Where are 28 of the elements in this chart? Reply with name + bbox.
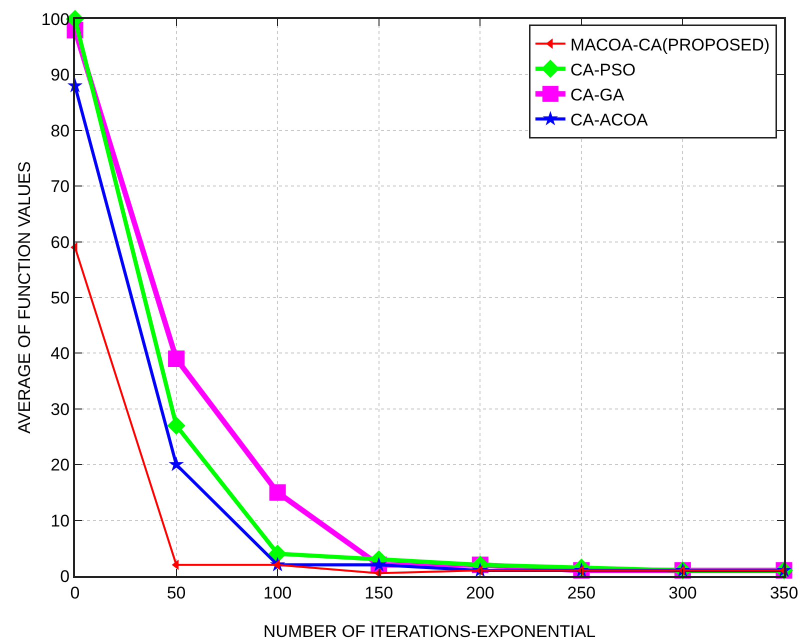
x-tick-label: 150 — [364, 583, 394, 602]
x-tick-label: 100 — [263, 583, 292, 602]
y-tick-label: 70 — [50, 177, 70, 196]
legend-label: CA-GA — [570, 85, 625, 104]
legend-label: CA-PSO — [570, 60, 636, 80]
y-tick-label: 90 — [50, 66, 70, 85]
legend-label: CA-ACOA — [570, 110, 649, 130]
y-tick-label: 60 — [50, 232, 70, 252]
x-tick-label: 50 — [166, 583, 186, 602]
y-tick-label: 80 — [50, 121, 70, 140]
y-tick-label: 30 — [50, 400, 70, 419]
point — [167, 416, 186, 435]
x-tick-label: 250 — [567, 583, 596, 602]
y-tick-label: 50 — [50, 288, 70, 308]
y-tick-label: 40 — [50, 344, 70, 364]
point — [168, 350, 185, 368]
point — [268, 544, 287, 563]
x-tick-label: 300 — [668, 583, 697, 602]
y-tick-label: 0 — [60, 566, 70, 586]
y-axis-title: AVERAGE OF FUNCTION VALUES — [15, 161, 34, 434]
legend-label: MACOA-CA(PROPOSED) — [570, 35, 770, 54]
point — [269, 484, 286, 501]
x-axis-title: NUMBER OF ITERATIONS-EXPONENTIAL — [263, 622, 596, 641]
y-tick-label: 20 — [50, 456, 70, 475]
point — [168, 456, 184, 472]
x-tick-label: 350 — [770, 583, 798, 602]
x-tick-label: 200 — [466, 583, 494, 602]
y-tick-label: 10 — [50, 511, 70, 530]
